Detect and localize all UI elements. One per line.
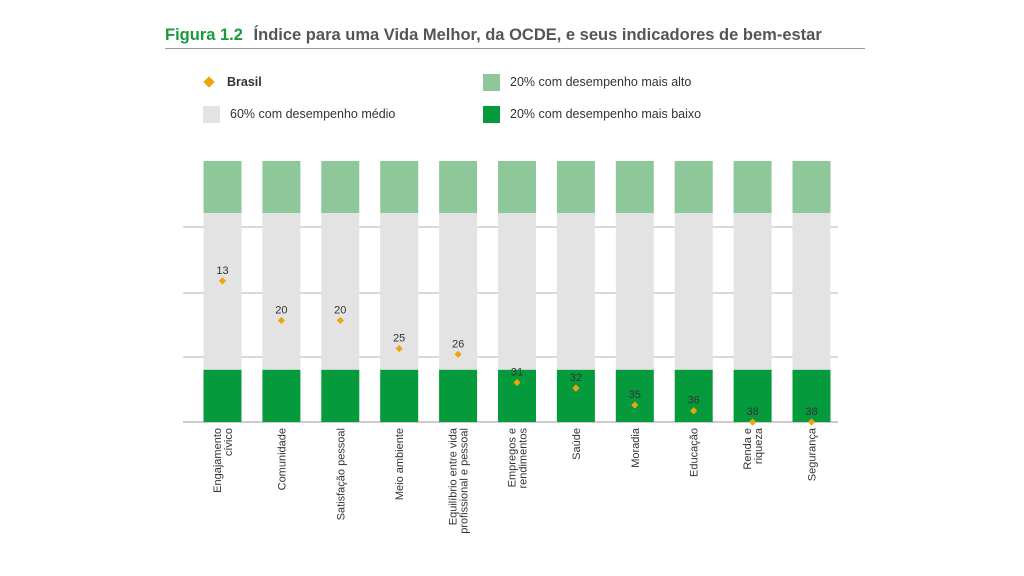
bar-top20: [321, 161, 360, 214]
bar-mid60: [674, 213, 713, 370]
legend-bottom20: 20% com desempenho mais baixo: [483, 103, 701, 125]
legend-bottom20-swatch: [483, 105, 500, 123]
legend-top20: 20% com desempenho mais alto: [483, 71, 691, 93]
bar-mid60: [792, 213, 831, 370]
bar-top20: [674, 161, 713, 214]
bar-bottom20: [733, 369, 772, 422]
category-label: Satisfação pessoal: [335, 428, 347, 520]
brasil-value-label: 13: [216, 265, 228, 277]
brasil-point: [749, 418, 757, 426]
brasil-point: [513, 378, 521, 387]
category-label: Moradia: [630, 427, 642, 468]
bar-mid60: [556, 213, 595, 370]
brasil-value-label: 25: [393, 333, 405, 345]
brasil-value-label: 36: [688, 395, 700, 407]
category-label: Renda eriqueza: [742, 427, 765, 469]
legend-mid60: 60% com desempenho médio: [203, 103, 395, 125]
brasil-value-label: 38: [746, 406, 758, 418]
brasil-value-label: 20: [275, 304, 287, 316]
bar-bottom20: [262, 369, 301, 422]
bar-bottom20: [321, 369, 360, 422]
legend-top20-swatch: [483, 73, 500, 91]
brasil-point: [218, 277, 227, 285]
figure-number: Figura 1.2: [165, 26, 243, 44]
bar-mid60: [262, 213, 301, 370]
brasil-point: [395, 345, 403, 353]
brasil-value-label: 26: [452, 338, 464, 350]
brasil-point: [454, 350, 462, 358]
bar-mid60: [498, 213, 536, 370]
legend-top20-label: 20% com desempenho mais alto: [510, 75, 692, 89]
brasil-value-label: 35: [629, 389, 641, 401]
legend-brasil-label: Brasil: [227, 75, 262, 89]
figure-title: Figura 1.2 Índice para uma Vida Melhor, …: [165, 26, 865, 49]
legend-mid60-swatch: [203, 105, 220, 123]
brasil-point: [807, 418, 816, 426]
brasil-value-label: 32: [570, 372, 582, 384]
brasil-point: [336, 316, 344, 325]
bar-top20: [498, 161, 536, 214]
brasil-value-label: 31: [511, 366, 523, 378]
brasil-value-label: 20: [334, 304, 346, 316]
bar-mid60: [321, 213, 360, 370]
legend-mid60-label: 60% com desempenho médio: [230, 107, 396, 121]
bar-bottom20: [615, 369, 654, 422]
bar-top20: [380, 161, 419, 214]
category-label: Comunidade: [276, 428, 288, 490]
bar-mid60: [380, 213, 419, 370]
bar-bottom20: [380, 369, 419, 422]
bar-bottom20: [203, 369, 242, 422]
bar-bottom20: [498, 369, 536, 422]
bar-top20: [733, 161, 772, 214]
category-label: Empregos erendimentos: [507, 428, 530, 489]
category-labels: Engajamentocívico Comunidade Satisfação pe…: [212, 427, 819, 534]
bars: [203, 161, 831, 422]
bar-top20: [615, 161, 654, 214]
brasil-point: [572, 384, 580, 392]
figure-title-text: Índice para uma Vida Melhor, da OCDE, e …: [253, 26, 822, 44]
category-label: Segurança: [807, 427, 819, 481]
bar-bottom20: [439, 369, 478, 422]
bar-bottom20: [556, 369, 595, 422]
legend-bottom20-label: 20% com desempenho mais baixo: [510, 107, 702, 121]
brasil-value-label: 38: [805, 406, 817, 418]
category-label: Engajamentocívico: [212, 428, 235, 493]
bar-top20: [439, 161, 478, 214]
brasil-points: 13 20 20 25 26 31 32 35 36 38 38: [216, 265, 818, 426]
bar-top20: [203, 161, 242, 214]
bar-mid60: [203, 213, 242, 370]
bar-mid60: [615, 213, 654, 370]
bar-mid60: [439, 213, 478, 370]
brasil-point: [277, 316, 285, 325]
bar-top20: [262, 161, 301, 214]
bar-top20: [792, 161, 831, 214]
bar-top20: [556, 161, 595, 214]
category-label: Equilíbrio entre vidaprofissional e pess…: [448, 427, 471, 534]
bar-mid60: [733, 213, 772, 370]
category-label: Saúde: [571, 428, 583, 460]
category-label: Meio ambiente: [394, 428, 406, 500]
legend-brasil: Brasil: [201, 71, 262, 93]
brasil-point: [690, 407, 698, 415]
brasil-point: [631, 401, 639, 409]
category-label: Educação: [689, 428, 701, 477]
bar-bottom20: [792, 369, 831, 422]
